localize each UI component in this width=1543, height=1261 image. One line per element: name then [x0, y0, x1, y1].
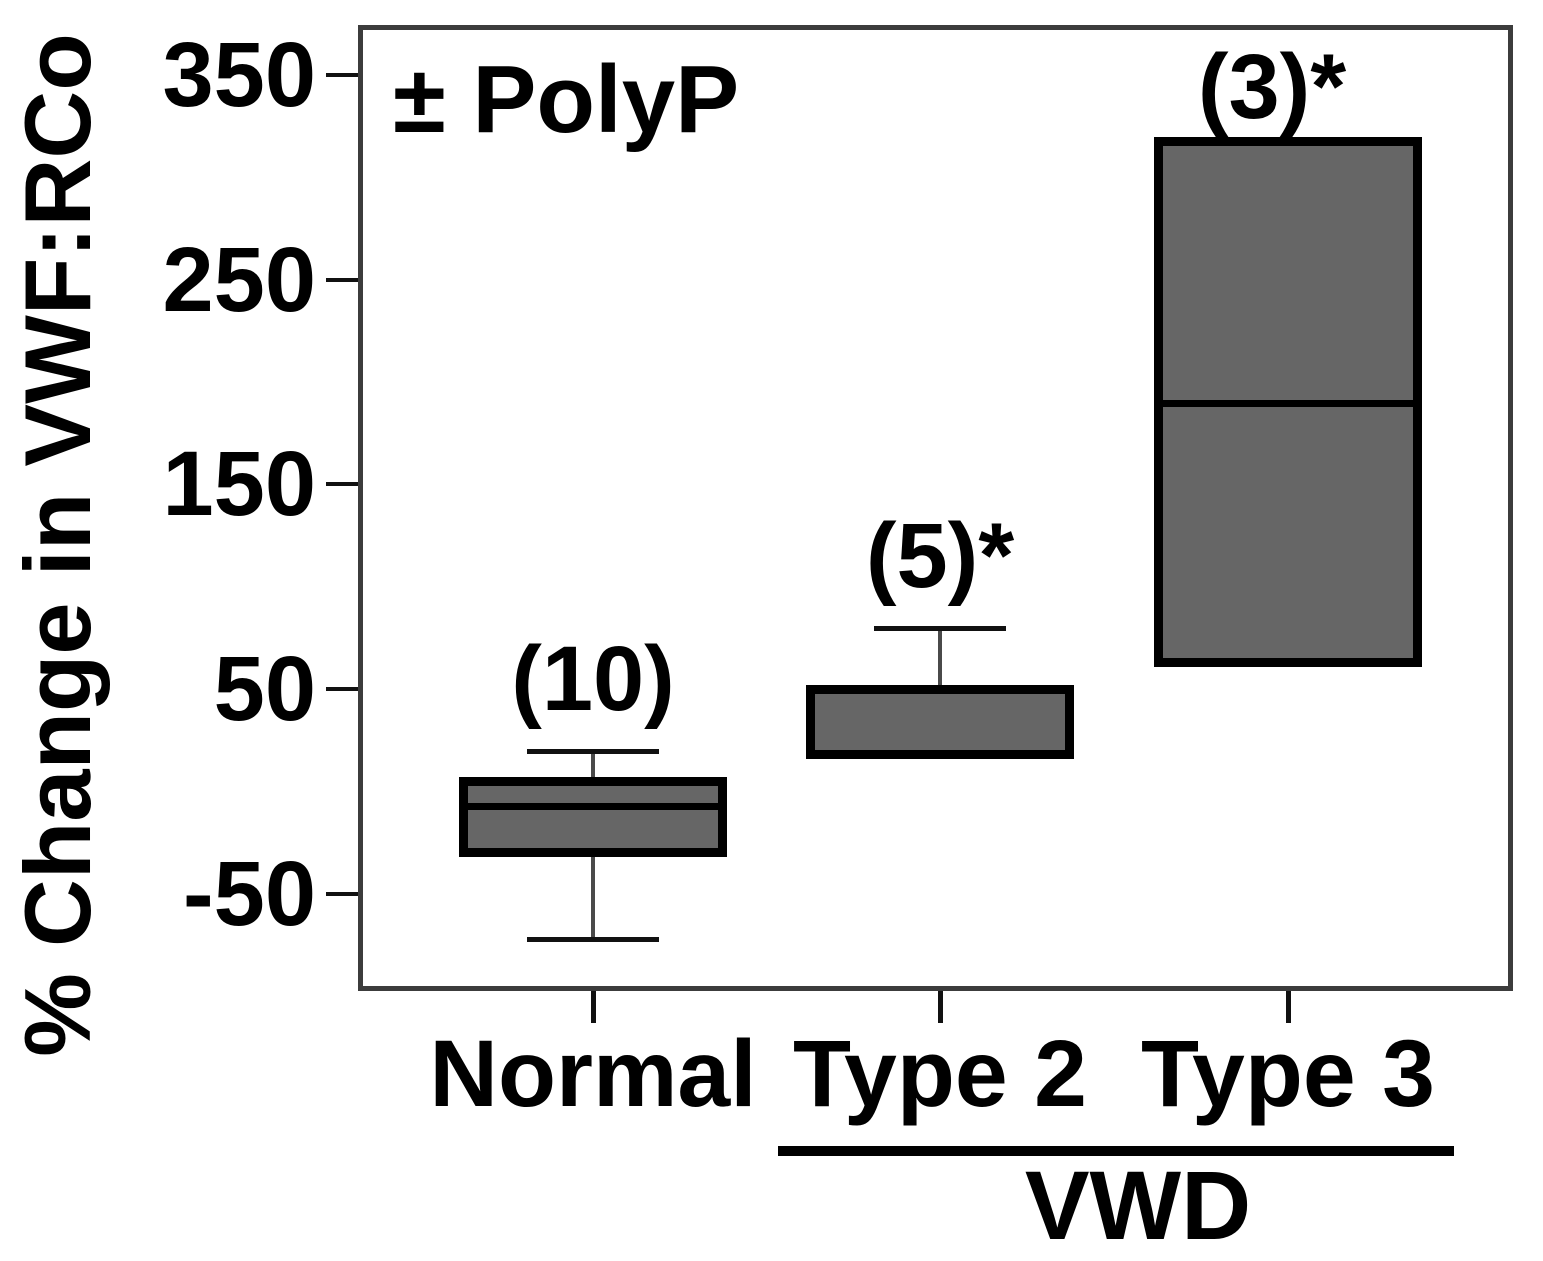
- x-tick: [1286, 991, 1291, 1023]
- box-median-line: [468, 802, 718, 810]
- y-tick: [326, 687, 358, 692]
- y-tick: [326, 73, 358, 78]
- y-tick-label: -50: [183, 842, 316, 945]
- box-whisker-stem: [591, 750, 595, 782]
- y-tick-label: 150: [162, 433, 317, 536]
- count-label: (5)*: [865, 504, 1015, 607]
- vwd-group-underline: [778, 1146, 1454, 1156]
- y-tick: [326, 277, 358, 282]
- x-tick: [591, 991, 596, 1023]
- x-tick: [938, 991, 943, 1023]
- box-whisker-stem: [938, 627, 942, 690]
- y-tick-label: 50: [213, 638, 316, 741]
- box-median-line: [815, 751, 1065, 759]
- vwd-group-label: VWD: [1024, 1151, 1252, 1260]
- x-tick-label: Type 2: [793, 1021, 1087, 1127]
- count-label: (10): [511, 627, 675, 730]
- y-tick: [326, 482, 358, 487]
- y-tick-label: 350: [162, 24, 317, 127]
- box: [806, 685, 1074, 759]
- box-whisker-cap: [527, 936, 659, 942]
- box-median-line: [1163, 399, 1413, 407]
- box-whisker-cap: [874, 625, 1006, 631]
- plot-annotation: ± PolyP: [393, 46, 740, 153]
- y-tick: [326, 891, 358, 896]
- box-whisker-stem: [591, 852, 595, 939]
- count-label: (3)*: [1197, 35, 1347, 138]
- x-tick-label: Normal: [429, 1021, 757, 1127]
- y-tick-label: 250: [162, 228, 317, 331]
- box-whisker-cap: [527, 748, 659, 754]
- x-tick-label: Type 3: [1141, 1021, 1435, 1127]
- box: [459, 777, 727, 857]
